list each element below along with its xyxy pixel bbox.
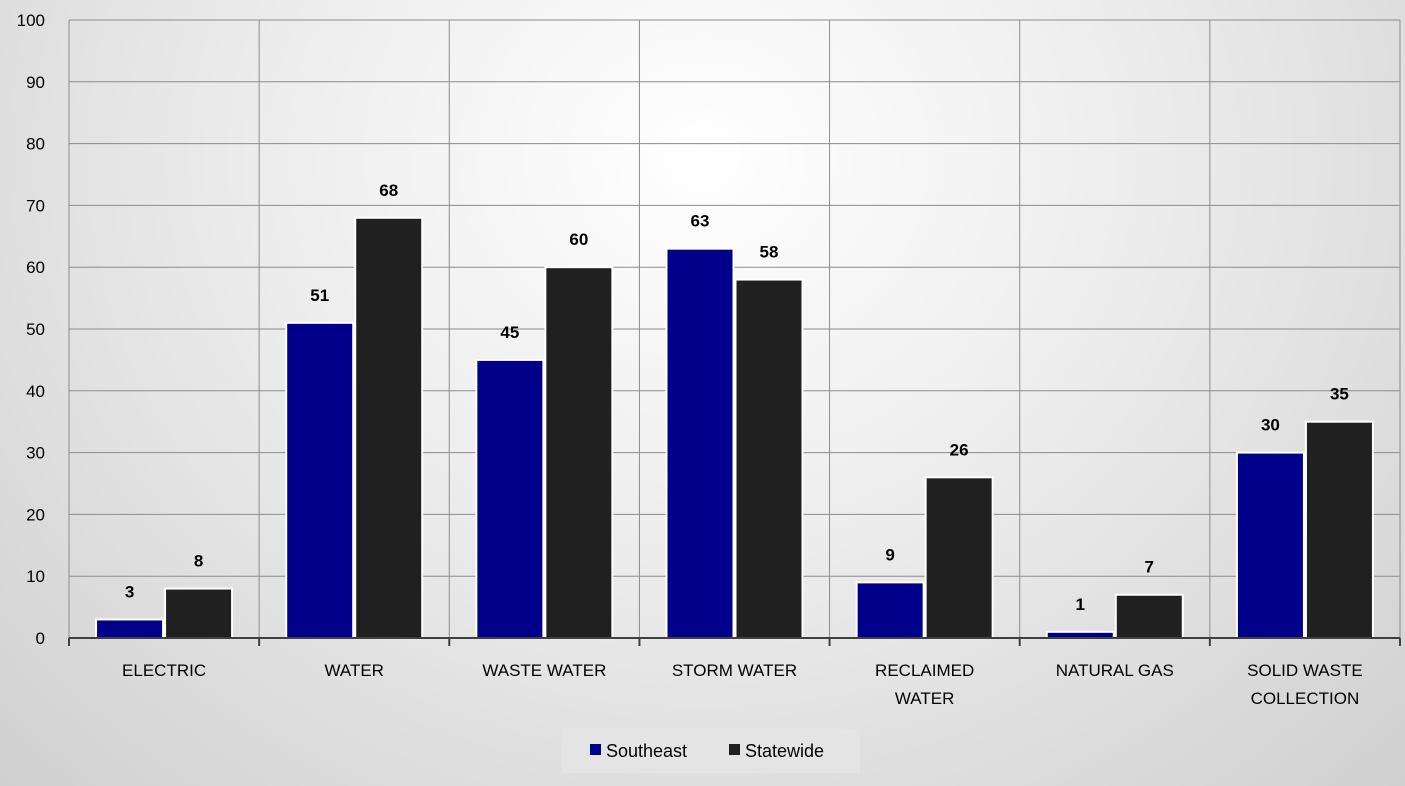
y-tick-label: 10 bbox=[26, 567, 45, 586]
bar-statewide bbox=[544, 266, 614, 639]
x-category-label: WATER bbox=[895, 689, 955, 708]
legend-label: Southeast bbox=[606, 741, 687, 761]
data-label: 3 bbox=[125, 582, 134, 601]
y-tick-label: 30 bbox=[26, 444, 45, 463]
y-tick-label: 60 bbox=[26, 258, 45, 277]
data-label: 30 bbox=[1261, 416, 1280, 435]
data-label: 63 bbox=[691, 212, 710, 231]
bar-southeast bbox=[95, 618, 165, 640]
legend-swatch-statewide bbox=[729, 744, 740, 755]
data-label: 1 bbox=[1076, 595, 1085, 614]
x-category-label: ELECTRIC bbox=[122, 661, 206, 680]
y-tick-label: 90 bbox=[26, 73, 45, 92]
bar-statewide bbox=[164, 587, 234, 639]
data-label: 60 bbox=[569, 230, 588, 249]
y-tick-label: 80 bbox=[26, 135, 45, 154]
bar-statewide bbox=[924, 476, 994, 639]
data-label: 45 bbox=[500, 323, 519, 342]
data-label: 7 bbox=[1145, 558, 1154, 577]
data-label: 8 bbox=[194, 552, 203, 571]
bar-statewide bbox=[1114, 593, 1184, 639]
x-category-label: RECLAIMED bbox=[875, 661, 974, 680]
data-label: 35 bbox=[1330, 385, 1349, 404]
x-category-label: STORM WATER bbox=[672, 661, 797, 680]
legend bbox=[562, 729, 860, 773]
bar-southeast bbox=[475, 358, 545, 639]
bar-statewide bbox=[354, 216, 424, 639]
x-category-label: NATURAL GAS bbox=[1056, 661, 1174, 680]
bar-southeast bbox=[855, 581, 925, 640]
y-tick-label: 20 bbox=[26, 505, 45, 524]
bar-southeast bbox=[665, 247, 735, 639]
x-category-label: SOLID WASTE bbox=[1247, 661, 1363, 680]
data-label: 58 bbox=[760, 243, 779, 262]
bar-statewide bbox=[734, 278, 804, 639]
data-label: 51 bbox=[310, 286, 329, 305]
bar-statewide bbox=[1304, 420, 1374, 640]
x-category-label: WASTE WATER bbox=[482, 661, 606, 680]
x-category-label: WATER bbox=[324, 661, 384, 680]
y-tick-label: 0 bbox=[36, 629, 45, 648]
data-label: 9 bbox=[885, 545, 894, 564]
legend-swatch-southeast bbox=[590, 744, 601, 755]
y-tick-label: 100 bbox=[17, 11, 45, 30]
y-tick-label: 70 bbox=[26, 196, 45, 215]
bar-southeast bbox=[285, 321, 355, 639]
bar-southeast bbox=[1235, 451, 1305, 639]
data-label: 26 bbox=[950, 440, 969, 459]
y-tick-label: 40 bbox=[26, 382, 45, 401]
x-category-label: COLLECTION bbox=[1251, 689, 1360, 708]
data-label: 68 bbox=[379, 181, 398, 200]
legend-label: Statewide bbox=[745, 741, 824, 761]
y-tick-label: 50 bbox=[26, 320, 45, 339]
